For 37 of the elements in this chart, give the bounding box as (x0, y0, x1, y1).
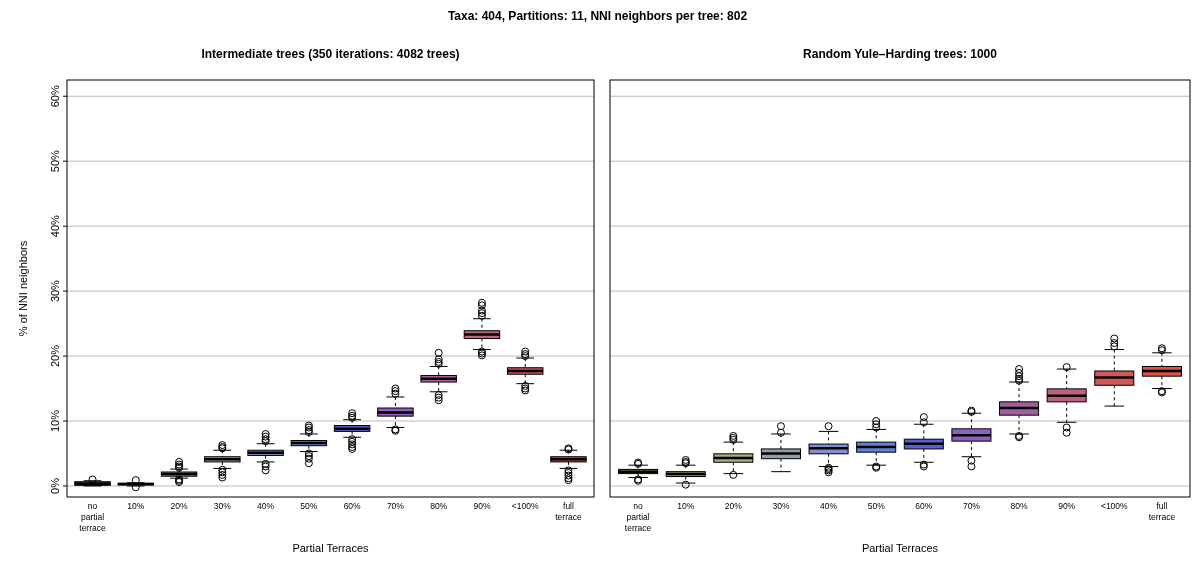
x-tick-label: 50% (300, 501, 318, 511)
x-tick-label: 70% (962, 501, 981, 511)
y-tick-label: 40% (49, 214, 61, 238)
x-tick-label: 90% (473, 501, 491, 511)
y-tick-label: 0% (49, 477, 61, 494)
y-tick-label: 20% (49, 344, 61, 368)
x-tick-label: 10% (127, 501, 145, 511)
x-tick-label: full terrace (555, 501, 582, 522)
x-tick-label: 90% (1058, 501, 1076, 511)
x-tick-label: 20% (170, 501, 189, 511)
chart-title: Random Yule–Harding trees: 1000 (803, 47, 998, 61)
chart-title: Intermediate trees (350 iterations: 4082 trees) (201, 47, 460, 61)
text: Taxa: 404, Partitions: 11, NNI neighbors per tree: 802 (447, 9, 748, 23)
x-tick-label: <100% (511, 501, 539, 511)
x-tick-label: 20% (724, 501, 743, 511)
x-axis-title: Partial Terraces (861, 542, 939, 554)
x-tick-label: 40% (257, 501, 275, 511)
x-tick-label: 30% (772, 501, 790, 511)
x-tick-label: no partial terrace (624, 501, 652, 533)
x-tick-label: 50% (867, 501, 886, 511)
x-tick-label: 80% (430, 501, 448, 511)
x-tick-label: <100% (1100, 501, 1129, 511)
x-tick-label: no partial terrace (79, 501, 107, 533)
x-tick-label: full terrace (1148, 501, 1176, 522)
y-tick-label: 50% (49, 149, 61, 173)
x-axis-title: Partial Terraces (292, 542, 370, 554)
x-tick-label: 40% (820, 501, 838, 511)
x-tick-label: 60% (915, 501, 933, 511)
y-tick-label: 60% (49, 85, 61, 108)
y-tick-label: 10% (49, 409, 61, 433)
y-axis-title: % of NNI neighbors (17, 240, 29, 337)
x-tick-label: 80% (1010, 501, 1028, 511)
x-tick-label: 60% (343, 501, 362, 511)
x-tick-label: 70% (386, 501, 405, 511)
y-tick-label: 30% (49, 279, 61, 303)
x-tick-label: 10% (677, 501, 695, 511)
x-tick-label: 30% (213, 501, 232, 511)
